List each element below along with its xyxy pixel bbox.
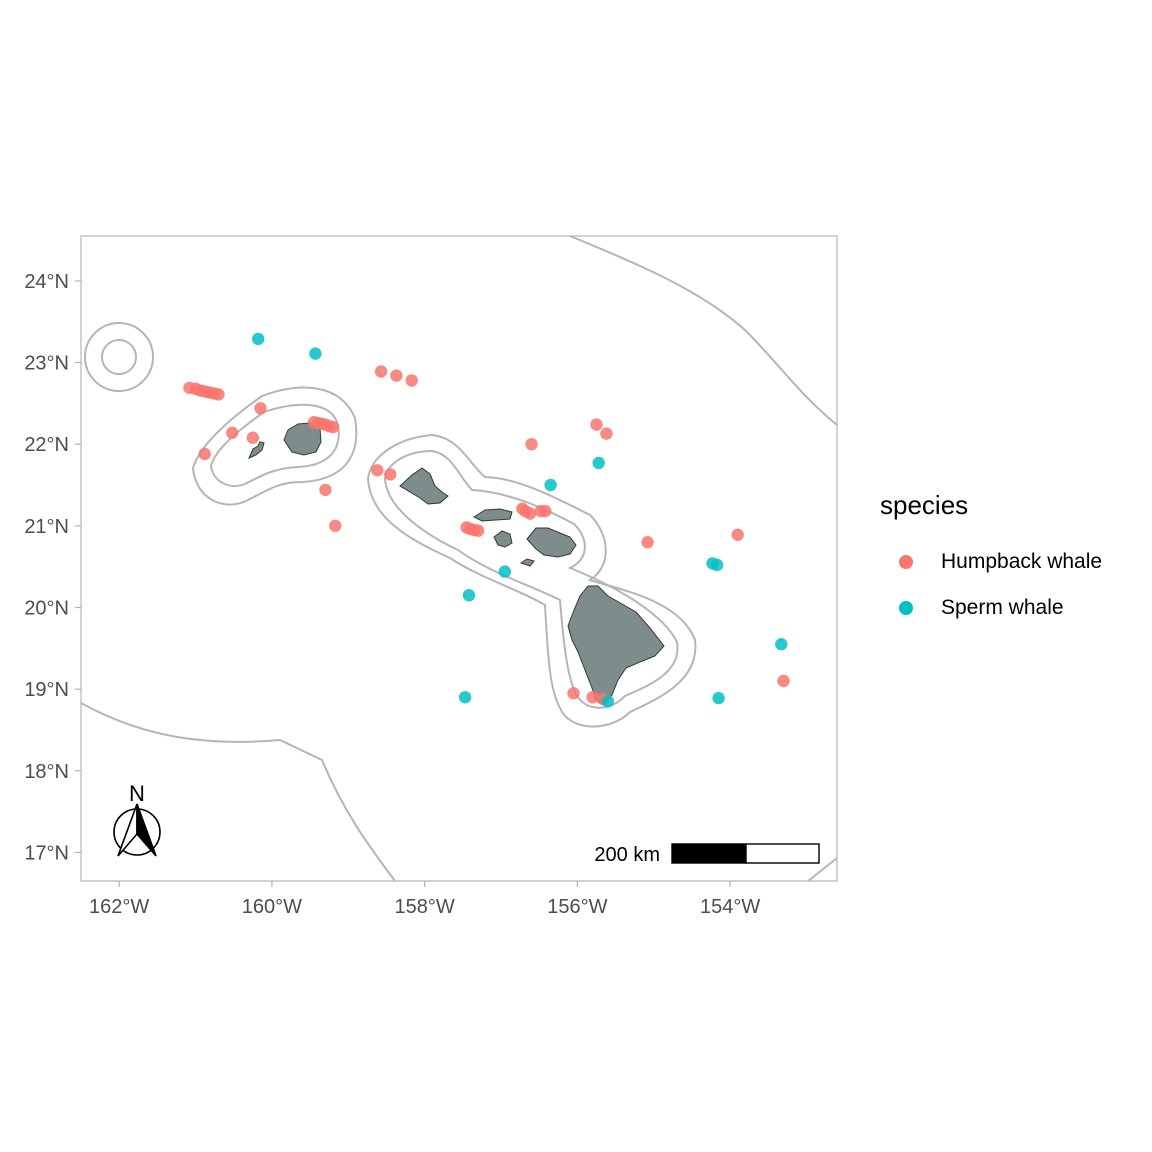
point-sperm xyxy=(458,691,472,704)
y-tick-label: 18°N xyxy=(24,761,69,783)
island-lanai xyxy=(493,530,513,548)
point-humpback xyxy=(539,504,552,518)
point-humpback xyxy=(641,536,654,549)
island-niihau xyxy=(248,441,265,459)
point-humpback xyxy=(212,388,225,401)
point-sperm xyxy=(592,456,605,470)
point-humpback xyxy=(254,402,267,415)
y-tick-label: 21°N xyxy=(24,516,69,538)
legend-key-sperm xyxy=(899,601,913,615)
island-oahu xyxy=(399,467,449,505)
point-humpback xyxy=(198,447,211,461)
point-humpback xyxy=(567,687,580,700)
point-humpback xyxy=(246,431,259,444)
x-tick-label: 156°W xyxy=(547,896,607,918)
x-tick-label: 162°W xyxy=(89,896,149,918)
island-kahoolawe xyxy=(519,558,535,567)
point-humpback xyxy=(471,524,485,537)
legend: species Humpback whale Sperm whale xyxy=(880,490,1102,631)
map-layers: N 200 km xyxy=(81,236,837,881)
point-humpback xyxy=(329,519,342,532)
point-sperm xyxy=(775,638,788,651)
islands xyxy=(248,422,665,706)
x-axis: 162°W 160°W 158°W 156°W 154°W xyxy=(89,881,760,918)
point-sperm xyxy=(309,347,322,360)
x-tick-label: 160°W xyxy=(242,896,302,918)
legend-title: species xyxy=(880,490,969,520)
point-sperm xyxy=(544,478,557,492)
y-tick-label: 17°N xyxy=(24,842,69,864)
point-humpback xyxy=(777,674,790,688)
legend-label-sperm: Sperm whale xyxy=(941,596,1064,619)
legend-item-sperm: Sperm whale xyxy=(880,585,1102,631)
point-sperm xyxy=(710,558,724,572)
north-arrow-label: N xyxy=(129,781,145,806)
y-tick-label: 19°N xyxy=(24,679,69,701)
y-tick-label: 22°N xyxy=(24,434,69,456)
point-humpback xyxy=(374,365,388,378)
point-humpback xyxy=(405,374,418,387)
y-axis: 24°N 23°N 22°N 21°N 20°N 19°N 18°N 17°N xyxy=(24,271,81,864)
point-humpback xyxy=(226,426,239,439)
point-sperm xyxy=(712,691,725,705)
island-buffers xyxy=(84,322,697,728)
x-tick-label: 158°W xyxy=(395,896,455,918)
eez-boundary-southeast xyxy=(807,857,837,881)
sighting-points xyxy=(183,332,790,708)
point-humpback xyxy=(326,420,340,434)
island-molokai xyxy=(472,508,513,522)
map-panel xyxy=(80,235,838,882)
point-humpback xyxy=(600,427,613,440)
point-humpback xyxy=(525,438,538,451)
point-humpback xyxy=(523,507,537,520)
island-kauai xyxy=(283,422,322,456)
scale-bar-label: 200 km xyxy=(594,844,660,866)
point-humpback xyxy=(384,468,397,481)
island-maui xyxy=(526,527,577,558)
y-tick-label: 23°N xyxy=(24,353,69,375)
y-tick-label: 24°N xyxy=(24,271,69,293)
y-tick-label: 20°N xyxy=(24,597,69,619)
point-humpback xyxy=(586,691,599,704)
island-hawaii xyxy=(567,585,665,706)
scale-bar: 200 km xyxy=(594,843,820,866)
eez-boundary-southwest xyxy=(81,702,396,881)
point-humpback xyxy=(731,528,744,541)
eez-boundary-north xyxy=(569,236,837,426)
point-humpback xyxy=(319,483,332,497)
point-humpback xyxy=(371,464,384,477)
legend-label-humpback: Humpback whale xyxy=(941,550,1103,573)
point-sperm xyxy=(252,332,265,346)
point-sperm xyxy=(601,695,615,708)
x-tick-label: 154°W xyxy=(700,896,760,918)
legend-key-humpback xyxy=(899,555,913,569)
point-humpback xyxy=(390,369,403,382)
legend-item-humpback: Humpback whale xyxy=(880,539,1102,585)
point-humpback xyxy=(590,418,603,431)
north-arrow: N xyxy=(113,781,161,857)
point-sperm xyxy=(462,589,476,602)
point-sperm xyxy=(498,565,511,578)
